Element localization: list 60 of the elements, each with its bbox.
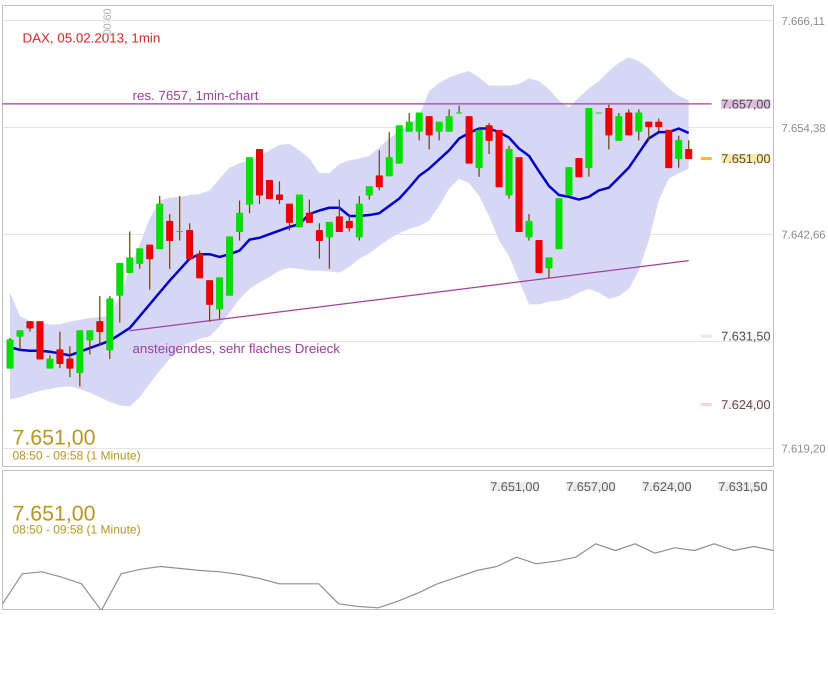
y-tick-label: 7.666,11 (782, 16, 825, 28)
candlestick (236, 200, 244, 242)
ref-line-label: 7.651,00 (721, 152, 770, 166)
annotation: 7.651,00 (12, 426, 96, 450)
candlestick (206, 280, 214, 322)
candlestick (615, 112, 622, 141)
candlestick (376, 150, 383, 192)
candlestick (545, 257, 552, 279)
candlestick (486, 122, 493, 155)
annotation: ansteigendes, sehr flaches Dreieck (132, 341, 340, 356)
candlestick (136, 248, 144, 270)
annotation: res. 7657, 1min-chart (132, 88, 259, 103)
candlestick (286, 204, 293, 232)
candlestick (86, 330, 94, 356)
candlestick (66, 346, 74, 378)
candlestick (655, 118, 662, 132)
candlestick (386, 132, 393, 176)
text: 7.631,50 (718, 480, 768, 494)
candlestick (525, 214, 532, 242)
candlestick (266, 180, 273, 200)
candlestick (575, 158, 582, 178)
candlestick (16, 330, 24, 350)
text: 7.651,00 (490, 480, 540, 494)
candlestick (196, 250, 204, 279)
candlestick (416, 112, 423, 141)
candlestick (96, 296, 104, 347)
candlestick (645, 122, 652, 141)
candlestick (426, 116, 433, 150)
candlestick (625, 108, 632, 136)
candlestick (306, 198, 313, 223)
annotation: 08:50 - 09:58 (1 Minute) (12, 448, 141, 462)
candlestick (366, 186, 373, 200)
candlestick (336, 198, 343, 232)
candlestick (675, 135, 682, 168)
candlestick (326, 222, 333, 270)
candlestick (276, 180, 283, 205)
candlestick (346, 214, 353, 232)
candlestick (166, 214, 174, 270)
candlestick (46, 354, 54, 369)
candlestick (26, 321, 34, 332)
candlestick (146, 244, 154, 290)
candlestick (176, 195, 184, 242)
text: 7.657,00 (566, 480, 616, 494)
candlestick (635, 108, 642, 141)
candlestick (685, 140, 692, 160)
candlestick (436, 122, 443, 141)
candlestick (56, 331, 64, 369)
ref-line-label: 7.631,50 (721, 330, 770, 344)
text: 7.624,00 (642, 480, 692, 494)
y-tick-label: 7.619,20 (782, 443, 826, 456)
text: 08:50 - 09:58 (1 Minute) (12, 522, 141, 536)
candlestick (316, 222, 323, 260)
candlestick (406, 112, 413, 132)
candlestick (126, 230, 134, 274)
candlestick (446, 108, 453, 132)
ref-line-label: 7.657,00 (721, 97, 770, 112)
y-tick-label: 7.654,38 (782, 122, 826, 135)
y-tick-label: 7.642,66 (782, 230, 826, 242)
text: 7.651,00 (12, 502, 96, 526)
ref-line-label: 7.624,00 (721, 398, 770, 412)
